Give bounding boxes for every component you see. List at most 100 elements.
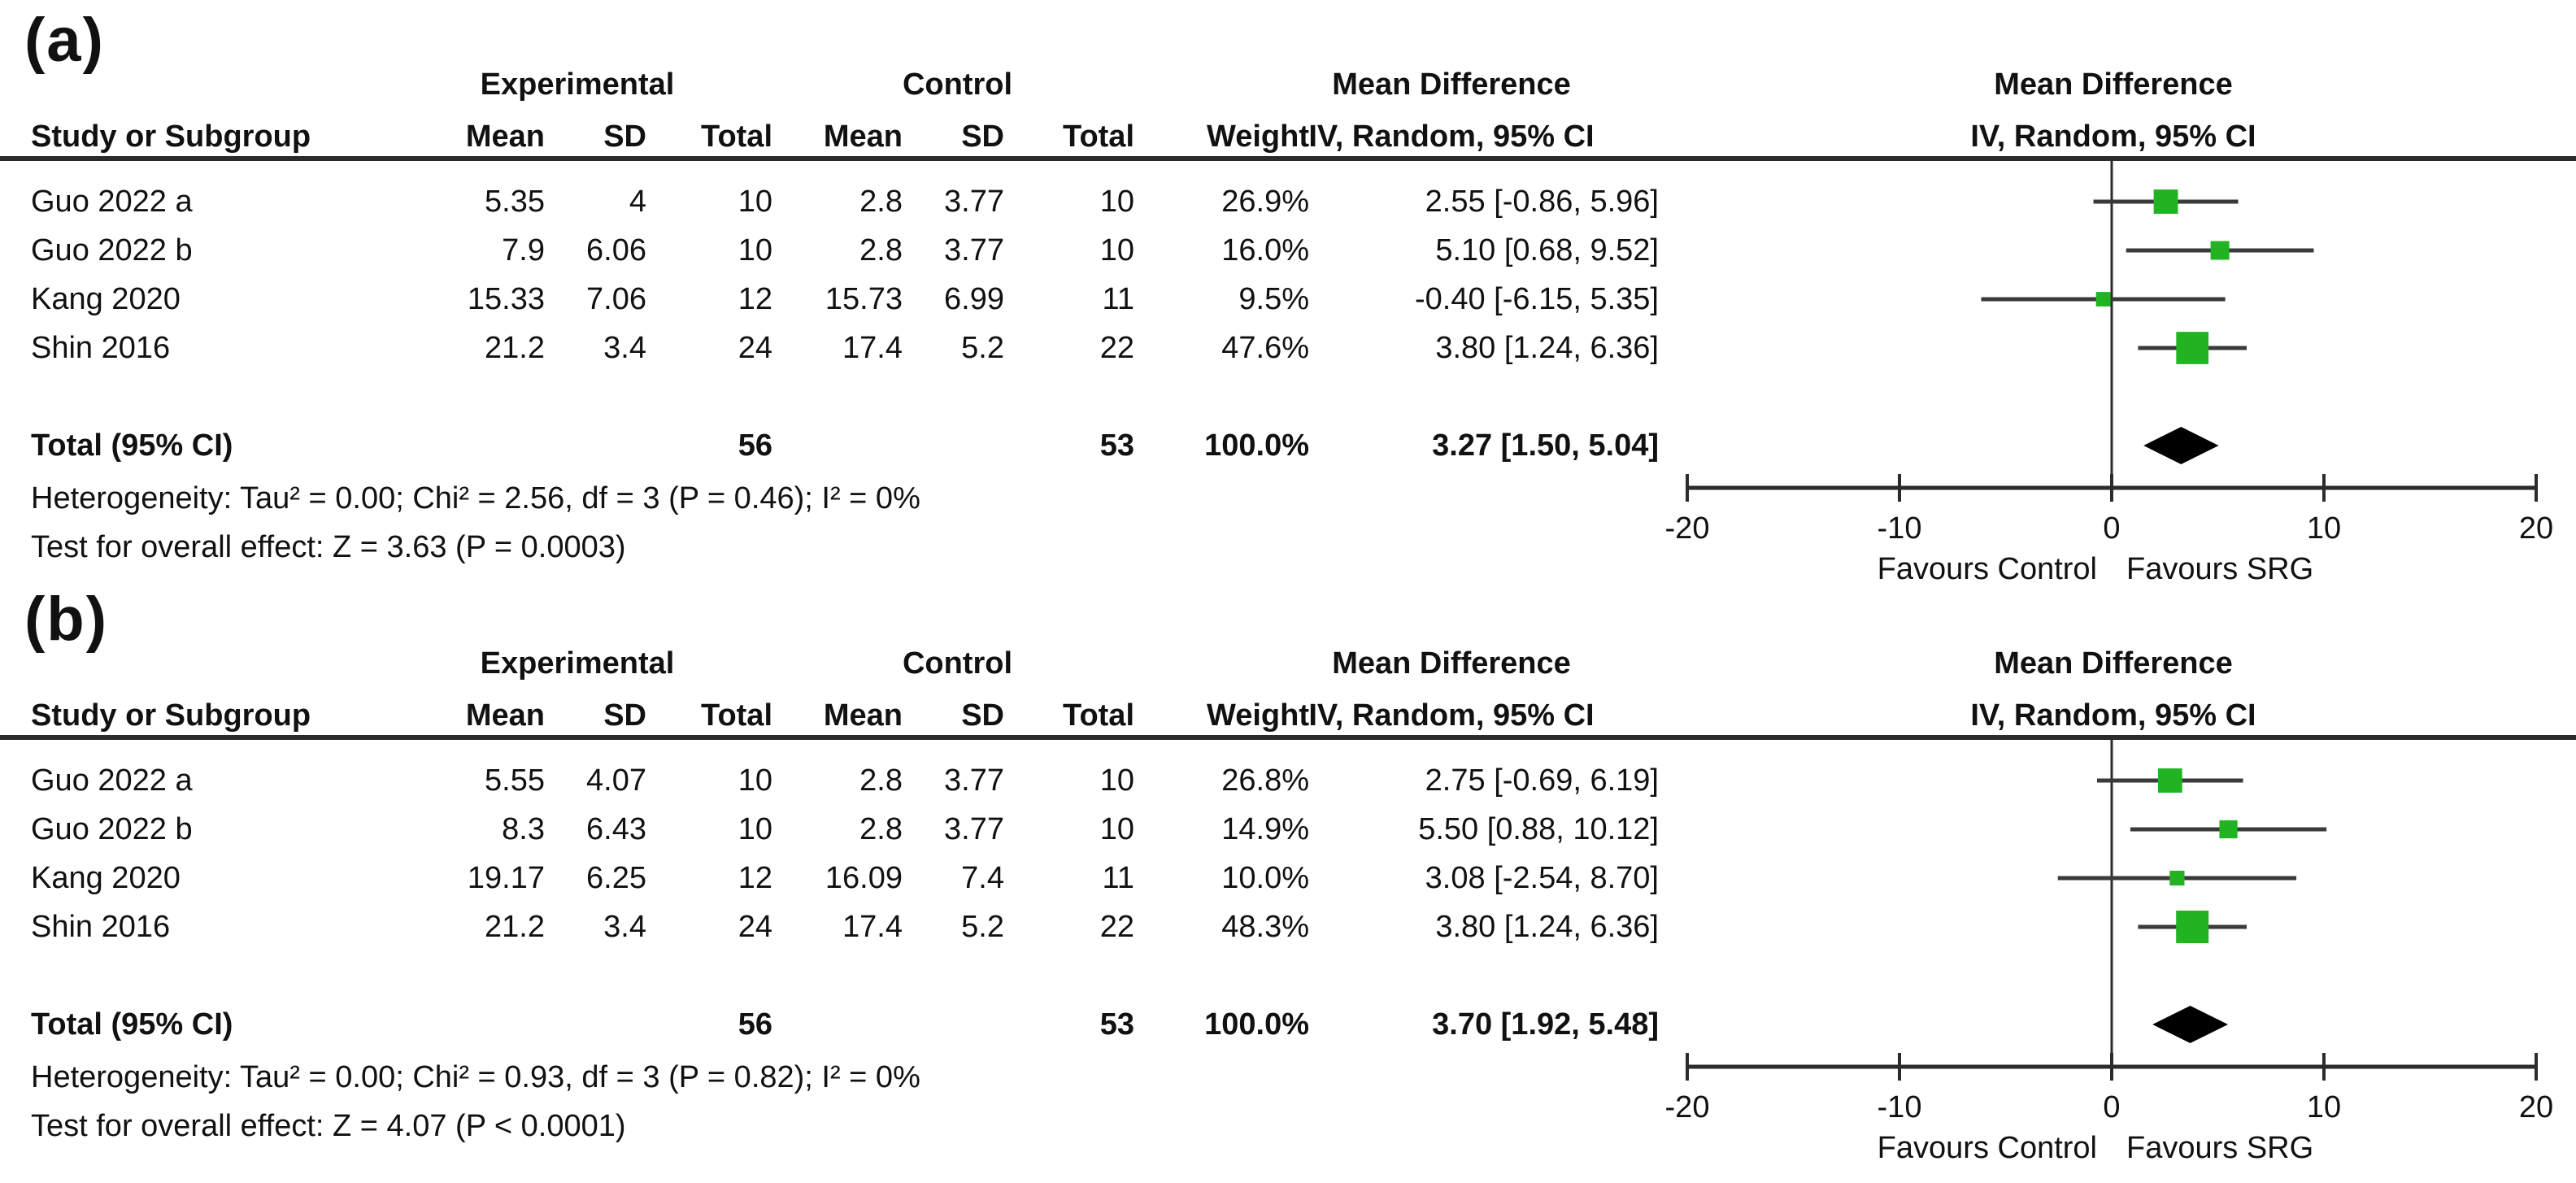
cell-c-mean: 2.8 — [859, 763, 903, 798]
cell-e-mean: 15.33 — [467, 282, 545, 316]
cell-c-mean: 2.8 — [859, 185, 903, 219]
total-control-n: 53 — [1099, 428, 1134, 463]
cell-e-sd: 6.43 — [586, 812, 646, 846]
study-row: Kang 2020 15.33 7.06 12 15.73 6.99 11 9.5% -0.40… — [0, 274, 1659, 324]
panel-b: -20 -10 0 10 20 Favours Control Favours SRG (b… — [0, 579, 2576, 1171]
axis-tick-label: 20 — [2519, 511, 2553, 546]
cell-weight: 9.5% — [1238, 282, 1309, 316]
control-group-header: Control — [902, 646, 1013, 681]
cell-c-mean: 17.4 — [842, 331, 903, 365]
study-row: Guo 2022 b 7.9 6.06 10 2.8 3.77 10 16.0% 5.10 [0… — [0, 225, 1659, 276]
cell-weight: 26.8% — [1221, 763, 1309, 798]
favours-right-label: Favours SRG — [2126, 552, 2313, 586]
panel-b-label: (b) — [24, 585, 109, 654]
cell-ci: 2.55 [-0.86, 5.96] — [1425, 185, 1659, 219]
total-ci-text: 3.27 [1.50, 5.04] — [1432, 428, 1659, 463]
control-mean-header: Mean — [823, 120, 903, 154]
study-row: Guo 2022 a 5.35 4 10 2.8 3.77 10 26.9% 2.55 [-0.… — [0, 176, 1659, 227]
cell-c-total: 22 — [1099, 331, 1134, 365]
cell-c-total: 10 — [1099, 812, 1134, 846]
cell-ci: 5.50 [0.88, 10.12] — [1418, 812, 1659, 846]
cell-weight: 16.0% — [1221, 233, 1309, 267]
cell-c-sd: 5.2 — [961, 910, 1004, 944]
cell-ci: 3.80 [1.24, 6.36] — [1435, 331, 1659, 365]
panel-a-label: (a) — [24, 6, 105, 75]
effect-square — [2176, 332, 2209, 364]
cell-e-mean: 7.9 — [502, 233, 545, 267]
weight-column-header: Weight — [1207, 120, 1309, 154]
study-row: Guo 2022 a 5.55 4.07 10 2.8 3.77 10 26.8% 2.75 [… — [0, 755, 1659, 806]
experimental-group-header: Experimental — [480, 646, 675, 681]
cell-e-total: 10 — [738, 812, 772, 846]
cell-e-total: 12 — [738, 282, 772, 316]
iv-random-plot-header: IV, Random, 95% CI — [1970, 698, 2256, 733]
cell-e-sd: 7.06 — [586, 282, 646, 316]
cell-study: Guo 2022 a — [31, 185, 193, 219]
effect-square — [2219, 820, 2238, 839]
total-weight: 100.0% — [1204, 1007, 1309, 1042]
cell-e-mean: 19.17 — [467, 861, 545, 895]
cell-e-sd: 4 — [629, 185, 646, 219]
overall-effect-text: Test for overall effect: Z = 4.07 (P < 0… — [31, 1109, 626, 1143]
cell-e-mean: 5.35 — [485, 185, 545, 219]
control-sd-header: SD — [961, 698, 1004, 733]
cell-e-sd: 4.07 — [586, 763, 646, 798]
cell-study: Guo 2022 b — [31, 233, 193, 267]
cell-weight: 14.9% — [1221, 812, 1309, 846]
effect-square — [2176, 911, 2209, 943]
iv-random-table-header: IV, Random, 95% CI — [1308, 698, 1595, 733]
total-label: Total (95% CI) — [31, 1007, 233, 1042]
heterogeneity-text: Heterogeneity: Tau² = 0.00; Chi² = 0.93,… — [31, 1060, 920, 1094]
total-experimental-n: 56 — [738, 428, 772, 463]
cell-e-sd: 3.4 — [603, 331, 646, 365]
cell-weight: 26.9% — [1221, 185, 1309, 219]
axis-tick-label: 20 — [2519, 1090, 2553, 1124]
cell-c-sd: 3.77 — [944, 233, 1004, 267]
cell-e-mean: 8.3 — [502, 812, 545, 846]
cell-c-sd: 3.77 — [944, 812, 1004, 846]
favours-left-label: Favours Control — [1878, 552, 2097, 586]
effect-square — [2210, 241, 2230, 260]
control-mean-header: Mean — [823, 698, 903, 733]
cell-c-total: 11 — [1102, 861, 1134, 895]
favours-left-label: Favours Control — [1878, 1131, 2097, 1165]
cell-c-mean: 2.8 — [859, 812, 903, 846]
experimental-total-header: Total — [701, 698, 772, 733]
control-group-header: Control — [902, 67, 1013, 102]
total-diamond — [2143, 427, 2219, 464]
cell-c-mean: 15.73 — [825, 282, 903, 316]
cell-ci: -0.40 [-6.15, 5.35] — [1415, 282, 1659, 316]
total-ci-text: 3.70 [1.92, 5.48] — [1432, 1007, 1659, 1042]
total-weight: 100.0% — [1204, 428, 1309, 463]
cell-study: Guo 2022 b — [31, 812, 193, 846]
cell-c-mean: 2.8 — [859, 233, 903, 267]
mean-difference-table-header: Mean Difference — [1332, 67, 1571, 102]
total-control-n: 53 — [1099, 1007, 1134, 1042]
experimental-group-header: Experimental — [480, 67, 675, 102]
cell-c-sd: 6.99 — [944, 282, 1004, 316]
cell-e-mean: 21.2 — [485, 910, 545, 944]
axis-tick-label: 10 — [2307, 1090, 2341, 1124]
iv-random-table-header: IV, Random, 95% CI — [1308, 120, 1595, 154]
experimental-sd-header: SD — [603, 120, 646, 154]
mean-difference-plot-header: Mean Difference — [1994, 646, 2233, 681]
total-diamond — [2152, 1006, 2229, 1043]
control-sd-header: SD — [961, 120, 1004, 154]
axis-tick-label: 10 — [2307, 511, 2341, 546]
study-column-header: Study or Subgroup — [31, 698, 311, 733]
cell-study: Shin 2016 — [31, 331, 171, 365]
forest-plot-canvas-b: -20 -10 0 10 20 Favours Control Favours SRG — [0, 735, 2576, 1165]
cell-c-sd: 7.4 — [961, 861, 1004, 895]
cell-study: Guo 2022 a — [31, 763, 193, 798]
total-experimental-n: 56 — [738, 1007, 772, 1042]
study-column-header: Study or Subgroup — [31, 120, 311, 154]
cell-c-total: 10 — [1099, 233, 1134, 267]
cell-ci: 3.08 [-2.54, 8.70] — [1425, 861, 1659, 895]
cell-weight: 48.3% — [1221, 910, 1309, 944]
iv-random-plot-header: IV, Random, 95% CI — [1970, 120, 2256, 154]
cell-e-sd: 6.25 — [586, 861, 646, 895]
cell-study: Shin 2016 — [31, 910, 171, 944]
control-total-header: Total — [1063, 698, 1134, 733]
cell-c-mean: 17.4 — [842, 910, 903, 944]
cell-c-sd: 3.77 — [944, 185, 1004, 219]
